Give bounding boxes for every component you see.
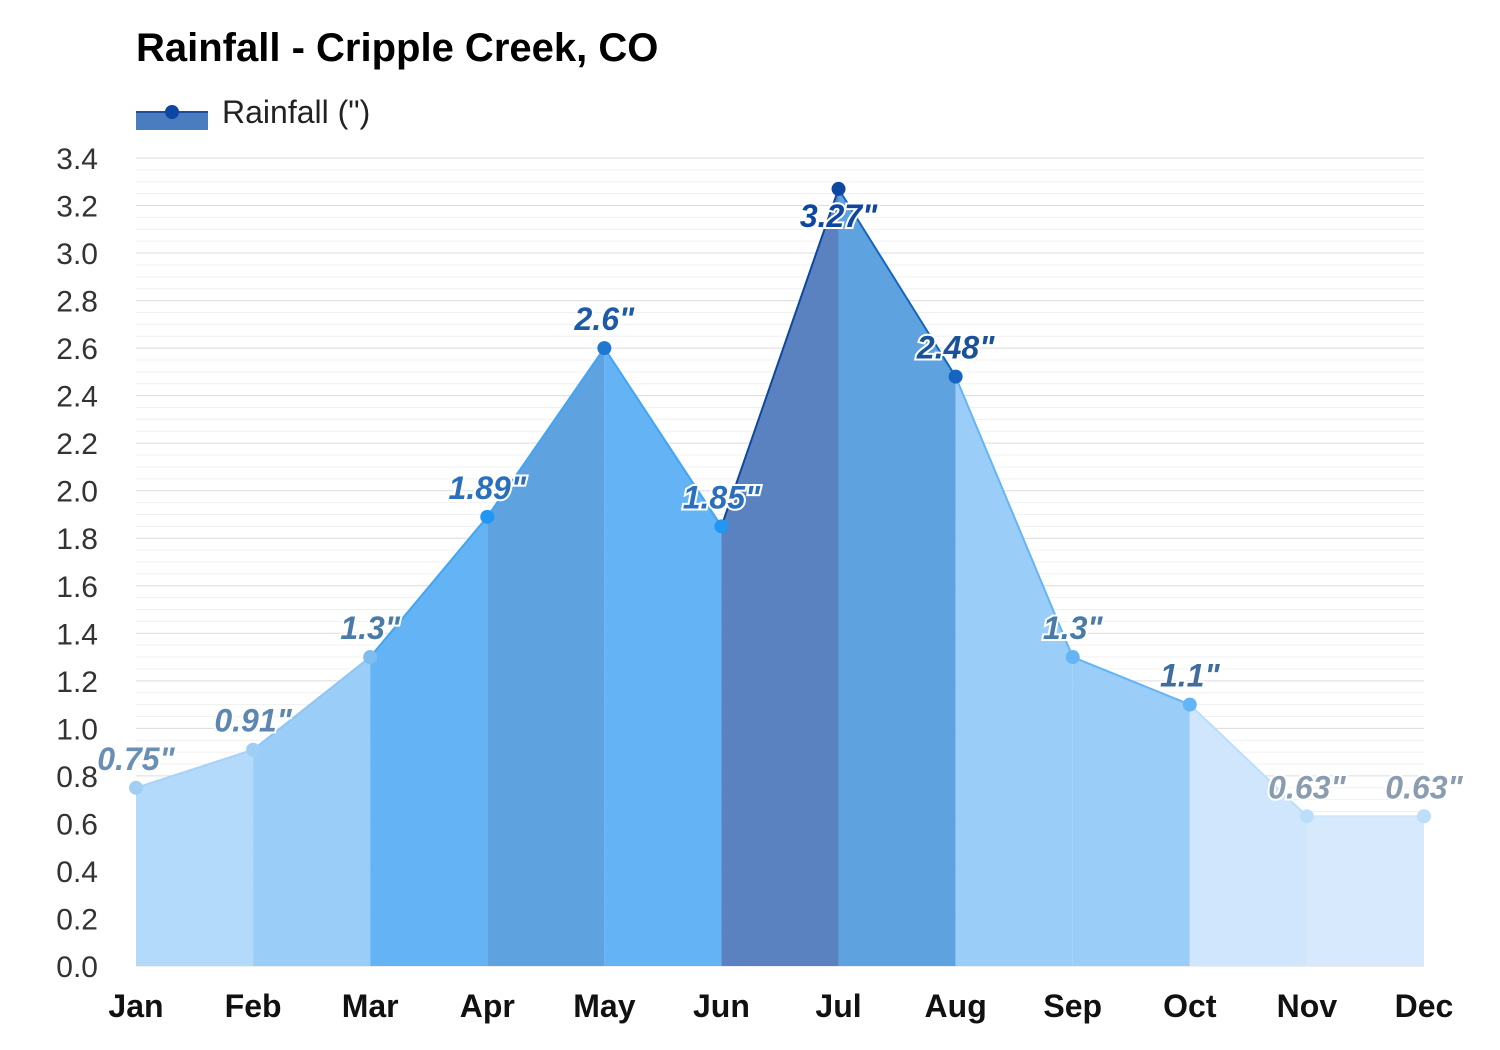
line-segment-oct [1189,703,1308,818]
y-tick-label: 3.2 [56,191,98,224]
area-segment-apr [487,348,605,966]
data-label-sep: 1.3" [1043,610,1103,646]
legend-label: Rainfall (") [222,93,371,130]
line-segment-jun [720,188,840,527]
data-point-feb[interactable] [246,742,261,757]
x-tick-label-aug: Aug [925,988,987,1024]
area-segments [136,188,1424,967]
data-label-dec: 0.63" [1385,769,1463,805]
y-tick-label: 2.0 [56,476,98,509]
y-tick-label: 3.4 [56,143,98,176]
data-label-nov: 0.63" [1268,769,1346,805]
data-label-oct: 1.1" [1160,658,1220,694]
x-tick-label-may: May [573,988,635,1024]
data-point-oct[interactable] [1182,697,1197,712]
x-tick-label-mar: Mar [342,988,399,1024]
data-point-apr[interactable] [480,509,495,524]
data-point-dec[interactable] [1417,809,1431,824]
data-point-jan[interactable] [129,780,143,795]
data-point-jul[interactable] [831,181,846,196]
line-segment-may [603,347,723,527]
legend[interactable]: Rainfall (") [136,92,370,132]
area-segment-feb [253,657,371,966]
data-label-jul: 3.27" [800,198,878,234]
area-segment-jul [838,188,956,967]
data-point-sep[interactable] [1065,650,1080,665]
area-segment-jan [136,749,254,966]
data-point-mar[interactable] [363,650,378,665]
data-point-aug[interactable] [948,369,963,384]
x-tick-label-jul: Jul [815,988,861,1024]
x-tick-label-sep: Sep [1043,988,1102,1024]
y-tick-label: 0.4 [56,856,98,889]
x-tick-label-jun: Jun [693,988,750,1024]
data-label-jan: 0.75" [97,741,175,777]
data-labels: 0.75" 0.91" 1.3" 1.89" 2.6" 1.85" 3.27" 2.48" 1.… [95,196,1465,807]
x-tick-label-feb: Feb [225,988,282,1024]
data-point-nov[interactable] [1299,809,1314,824]
y-tick-label: 0.6 [56,808,98,841]
x-tick-label-apr: Apr [460,988,515,1024]
x-axis-ticks: Jan Feb Mar Apr May Jun Jul Aug Sep Oct Nov Dec [108,988,1453,1024]
x-tick-label-nov: Nov [1277,988,1338,1024]
y-tick-label: 1.2 [56,666,98,699]
area-segment-mar [370,516,488,966]
y-tick-label: 2.6 [56,333,98,366]
y-axis-ticks: 0.0 0.2 0.4 0.6 0.8 1.0 1.2 1.4 1.6 1.8 2.0 2.2 2.4 2… [56,143,98,984]
data-point-may[interactable] [597,341,612,356]
y-tick-label: 2.4 [56,381,98,414]
legend-swatch-icon [136,92,208,132]
y-tick-label: 2.8 [56,286,98,319]
y-tick-label: 3.0 [56,238,98,271]
line-segment-jan [135,748,254,789]
y-tick-label: 0.2 [56,903,98,936]
y-tick-label: 1.6 [56,571,98,604]
area-segment-aug [955,376,1073,967]
data-label-aug: 2.48" [916,330,995,366]
y-tick-label: 1.8 [56,523,98,556]
data-label-may: 2.6" [574,301,635,337]
data-label-feb: 0.91" [214,703,292,739]
data-label-mar: 1.3" [340,610,400,646]
line-segment-feb [252,656,371,751]
line-segment-jul [837,188,957,378]
area-segment-oct [1189,704,1307,966]
data-points [129,181,1431,824]
data-label-apr: 1.89" [449,470,527,506]
line-segment-mar [369,516,489,658]
line-segment-aug [954,376,1074,658]
series-line [135,188,1424,818]
area-segment-nov [1306,816,1424,966]
chart-title: Rainfall - Cripple Creek, CO [136,26,659,70]
area-segment-may [604,348,722,966]
y-tick-label: 0.8 [56,761,98,794]
x-tick-label-oct: Oct [1163,988,1217,1024]
y-tick-label: 1.4 [56,618,98,651]
data-point-jun[interactable] [714,519,729,534]
y-tick-label: 0.0 [56,951,98,984]
line-segment-apr [486,347,606,518]
area-segment-jun [721,188,839,967]
line-segment-sep [1072,656,1191,706]
y-tick-label: 1.0 [56,713,98,746]
x-tick-label-dec: Dec [1395,988,1454,1024]
data-label-jun: 1.85" [683,479,761,515]
y-tick-label: 2.2 [56,428,98,461]
x-tick-label-jan: Jan [108,988,163,1024]
area-segment-sep [1072,657,1190,966]
